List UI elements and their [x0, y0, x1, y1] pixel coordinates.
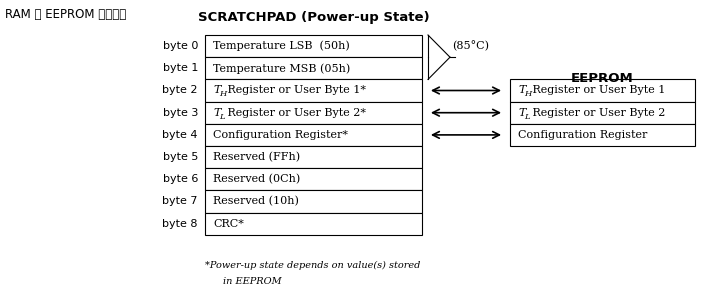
Bar	[205, 124, 422, 146]
Bar	[205, 190, 422, 213]
Text: Temperature LSB  (50h): Temperature LSB (50h)	[213, 41, 350, 51]
Bar	[205, 57, 422, 79]
Bar	[510, 124, 695, 146]
Text: T: T	[518, 108, 525, 118]
Text: Register or User Byte 1*: Register or User Byte 1*	[224, 86, 366, 96]
Text: L: L	[219, 113, 225, 121]
Bar	[205, 146, 422, 168]
Text: CRC*: CRC*	[213, 219, 244, 229]
Text: H: H	[524, 91, 531, 98]
Text: Reserved (0Ch): Reserved (0Ch)	[213, 174, 300, 185]
Text: *Power-up state depends on value(s) stored: *Power-up state depends on value(s) stor…	[205, 261, 420, 270]
Text: Register or User Byte 2*: Register or User Byte 2*	[224, 108, 366, 118]
Text: byte 8: byte 8	[162, 219, 198, 229]
Bar	[205, 213, 422, 235]
Text: Register or User Byte 2: Register or User Byte 2	[529, 108, 665, 118]
Text: T: T	[213, 108, 220, 118]
Text: in EEPROM: in EEPROM	[223, 277, 281, 286]
Bar	[205, 79, 422, 102]
Bar	[205, 168, 422, 190]
Text: SCRATCHPAD (Power-up State): SCRATCHPAD (Power-up State)	[198, 11, 430, 24]
Text: T: T	[518, 86, 525, 96]
Bar	[205, 102, 422, 124]
Text: Reserved (10h): Reserved (10h)	[213, 196, 299, 207]
Text: byte 3: byte 3	[162, 108, 198, 118]
Text: byte 6: byte 6	[162, 174, 198, 184]
Text: EEPROM: EEPROM	[571, 72, 634, 85]
Text: byte 5: byte 5	[162, 152, 198, 162]
Text: byte 0: byte 0	[162, 41, 198, 51]
Text: byte 1: byte 1	[162, 63, 198, 73]
Text: byte 2: byte 2	[162, 86, 198, 96]
Text: Reserved (FFh): Reserved (FFh)	[213, 152, 300, 162]
Bar	[510, 102, 695, 124]
Text: L: L	[524, 113, 530, 121]
Text: Configuration Register: Configuration Register	[518, 130, 647, 140]
Text: byte 4: byte 4	[162, 130, 198, 140]
Text: byte 7: byte 7	[162, 197, 198, 207]
Text: Temperature MSB (05h): Temperature MSB (05h)	[213, 63, 350, 74]
Text: (85°C): (85°C)	[452, 41, 489, 51]
Text: Register or User Byte 1: Register or User Byte 1	[529, 86, 665, 96]
Bar	[205, 35, 422, 57]
Text: H: H	[219, 91, 226, 98]
Text: RAM 及 EEPROM 结构图：: RAM 及 EEPROM 结构图：	[5, 8, 126, 21]
Text: T: T	[213, 86, 220, 96]
Text: Configuration Register*: Configuration Register*	[213, 130, 348, 140]
Bar	[510, 79, 695, 102]
